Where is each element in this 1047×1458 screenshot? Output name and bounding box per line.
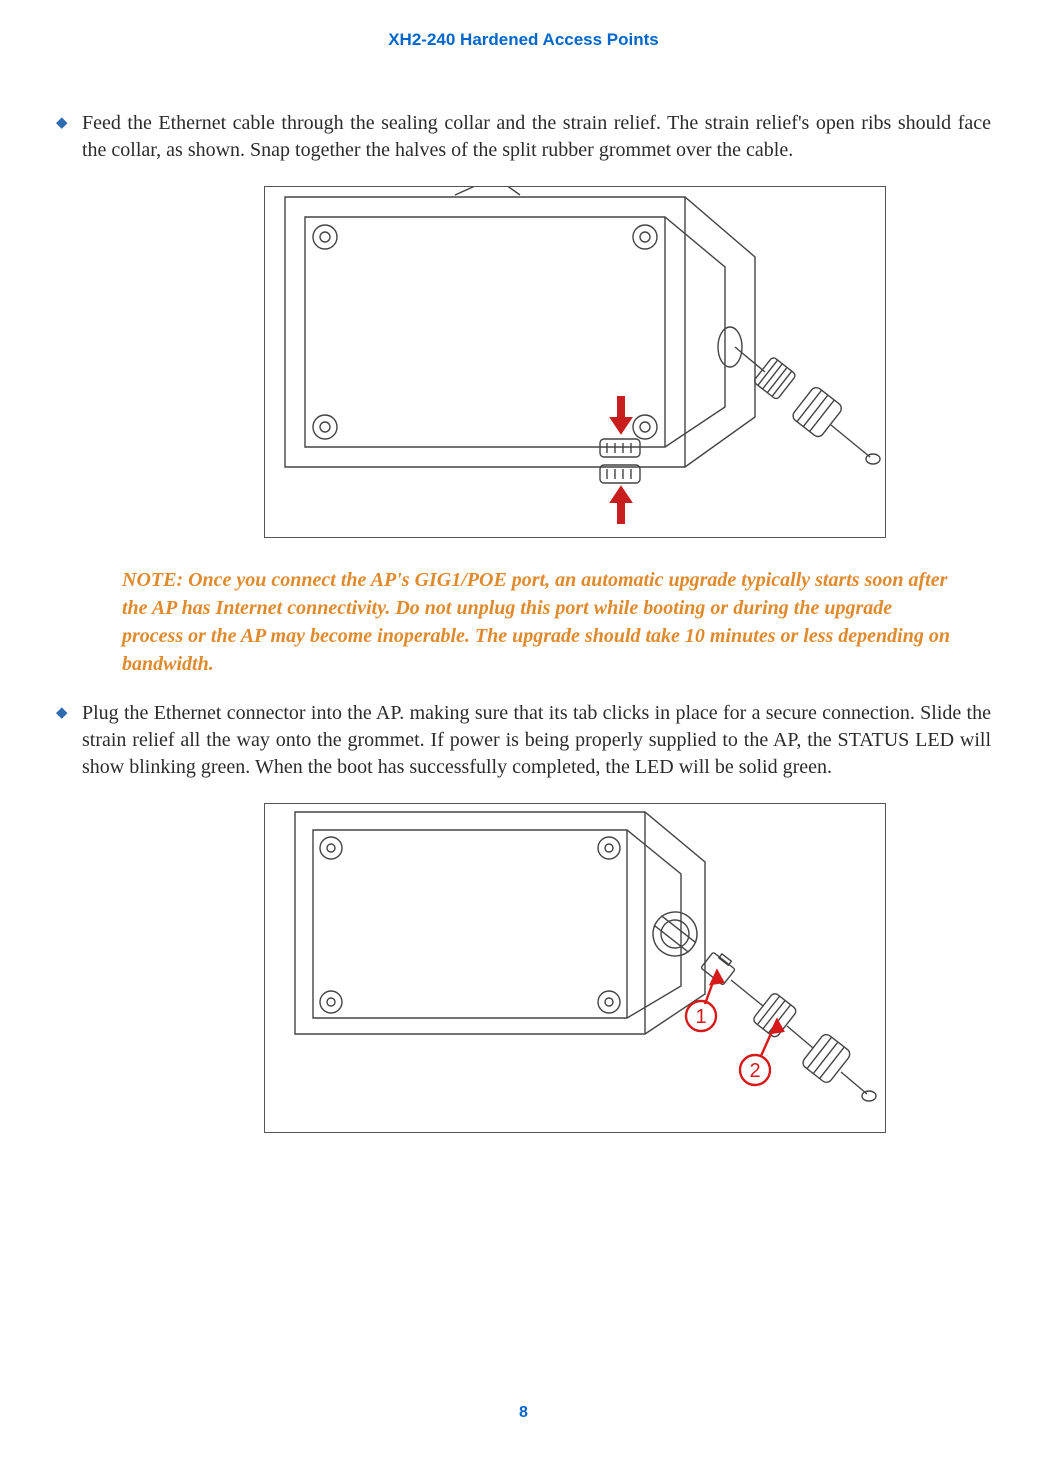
figure-cable-grommet	[264, 186, 886, 538]
header-title: XH2-240 Hardened Access Points	[388, 30, 659, 49]
page-footer: 8	[0, 1404, 1047, 1422]
diagram-svg-2: 1 2	[265, 804, 885, 1132]
page-header: XH2-240 Hardened Access Points	[0, 0, 1047, 50]
note-block: NOTE: Once you connect the AP's GIG1/POE…	[122, 566, 991, 678]
page-number: 8	[519, 1404, 528, 1421]
figure-plug-connector: 1 2	[264, 803, 886, 1133]
callout-2	[740, 1020, 783, 1085]
bullet-marker-icon: ◆	[56, 700, 82, 726]
bullet-item: ◆ Plug the Ethernet connector into the A…	[56, 700, 991, 781]
diagram-svg-1	[265, 187, 885, 537]
bullet-marker-icon: ◆	[56, 110, 82, 136]
bullet-text: Plug the Ethernet connector into the AP.…	[82, 700, 991, 781]
bullet-text: Feed the Ethernet cable through the seal…	[82, 110, 991, 164]
callout-1-label: 1	[695, 1006, 706, 1028]
note-text: NOTE: Once you connect the AP's GIG1/POE…	[122, 569, 950, 675]
bullet-item: ◆ Feed the Ethernet cable through the se…	[56, 110, 991, 164]
callout-2-label: 2	[749, 1060, 760, 1082]
content-area: ◆ Feed the Ethernet cable through the se…	[0, 50, 1047, 1133]
